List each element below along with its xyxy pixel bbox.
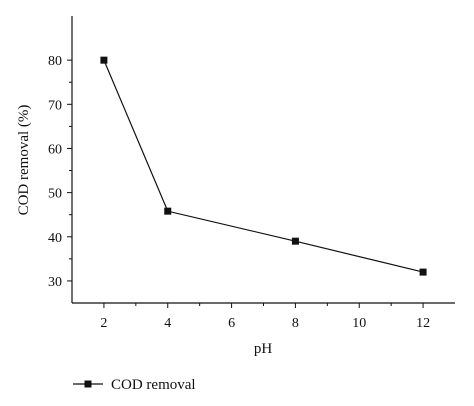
y-tick-label: 80 bbox=[48, 54, 62, 69]
legend-marker bbox=[84, 380, 92, 388]
y-axis-label: COD removal (%) bbox=[16, 105, 32, 216]
x-tick-label: 12 bbox=[416, 316, 430, 331]
series-layer bbox=[100, 56, 427, 276]
x-axis-label: pH bbox=[254, 341, 273, 357]
x-ticks: 2 4 6 8 10 12 bbox=[100, 303, 430, 331]
data-point bbox=[164, 207, 172, 215]
data-point bbox=[291, 237, 299, 245]
y-tick-label: 50 bbox=[48, 187, 62, 202]
y-tick-label: 30 bbox=[48, 275, 62, 290]
legend: COD removal bbox=[73, 377, 196, 393]
y-tick-label: 60 bbox=[48, 142, 62, 157]
data-point bbox=[419, 268, 427, 276]
y-tick-label: 40 bbox=[48, 231, 62, 246]
x-tick-label: 8 bbox=[292, 316, 299, 331]
x-tick-label: 10 bbox=[352, 316, 366, 331]
legend-label: COD removal bbox=[111, 377, 196, 393]
y-tick-label: 70 bbox=[48, 98, 62, 113]
x-tick-label: 6 bbox=[228, 316, 235, 331]
series-line bbox=[103, 59, 424, 273]
y-ticks: 30 40 50 60 70 80 bbox=[48, 54, 72, 290]
plot-area: 30 40 50 60 70 80 2 4 6 8 10 12 bbox=[48, 16, 455, 331]
data-point bbox=[100, 56, 108, 64]
x-tick-label: 4 bbox=[164, 316, 171, 331]
x-tick-label: 2 bbox=[100, 316, 107, 331]
